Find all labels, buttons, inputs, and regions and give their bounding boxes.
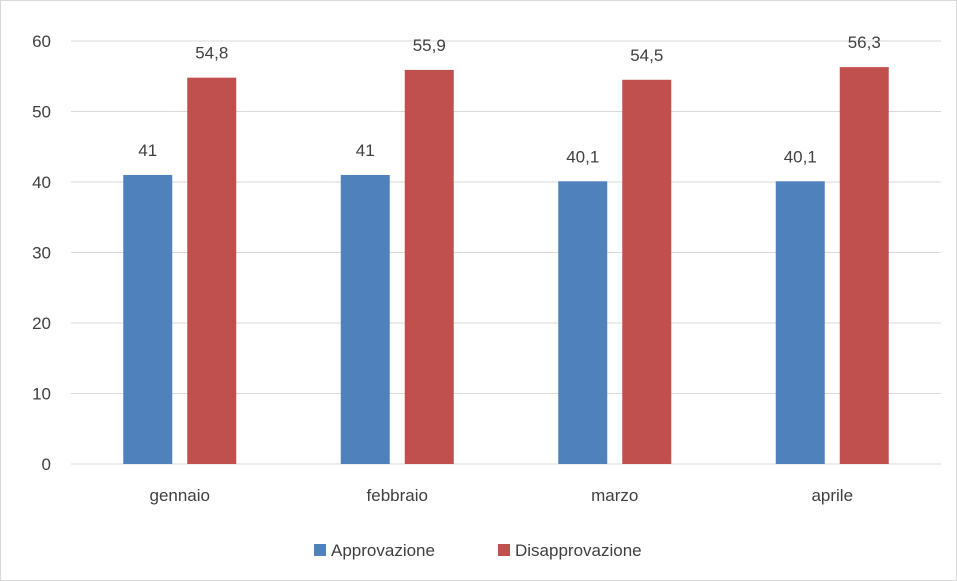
bar-approvazione-aprile (775, 181, 825, 465)
data-label: 54,5 (630, 46, 663, 65)
category-label: aprile (811, 486, 853, 505)
bar-approvazione-marzo (558, 181, 608, 465)
bar-disapprovazione-gennaio (187, 77, 237, 464)
y-tick-label: 50 (32, 103, 51, 122)
bar-disapprovazione-aprile (839, 67, 889, 465)
data-label: 40,1 (566, 147, 599, 166)
data-label: 55,9 (413, 36, 446, 55)
category-label: gennaio (149, 486, 210, 505)
data-label: 56,3 (848, 33, 881, 52)
data-label: 41 (356, 141, 375, 160)
y-axis-ticks: 0 10 20 30 40 50 60 (32, 32, 51, 474)
y-tick-label: 60 (32, 32, 51, 51)
y-tick-label: 20 (32, 314, 51, 333)
legend-label: Approvazione (331, 541, 435, 560)
legend: Approvazione Disapprovazione (314, 541, 642, 560)
y-tick-label: 10 (32, 385, 51, 404)
data-labels: 41 54,8 41 55,9 40,1 54,5 40,1 56,3 (138, 33, 881, 166)
x-axis-categories: gennaio febbraio marzo aprile (149, 486, 853, 505)
y-tick-label: 30 (32, 244, 51, 263)
legend-swatch-approvazione (314, 544, 326, 556)
bar-disapprovazione-marzo (622, 79, 672, 465)
y-tick-label: 0 (42, 455, 51, 474)
category-label: febbraio (367, 486, 428, 505)
bars (123, 67, 889, 465)
category-label: marzo (591, 486, 638, 505)
legend-swatch-disapprovazione (498, 544, 510, 556)
data-label: 54,8 (195, 44, 228, 63)
data-label: 41 (138, 141, 157, 160)
bar-disapprovazione-febbraio (404, 69, 454, 464)
bar-approvazione-gennaio (123, 174, 173, 464)
data-label: 40,1 (784, 147, 817, 166)
legend-label: Disapprovazione (515, 541, 642, 560)
bar-approvazione-febbraio (340, 174, 390, 464)
y-tick-label: 40 (32, 173, 51, 192)
